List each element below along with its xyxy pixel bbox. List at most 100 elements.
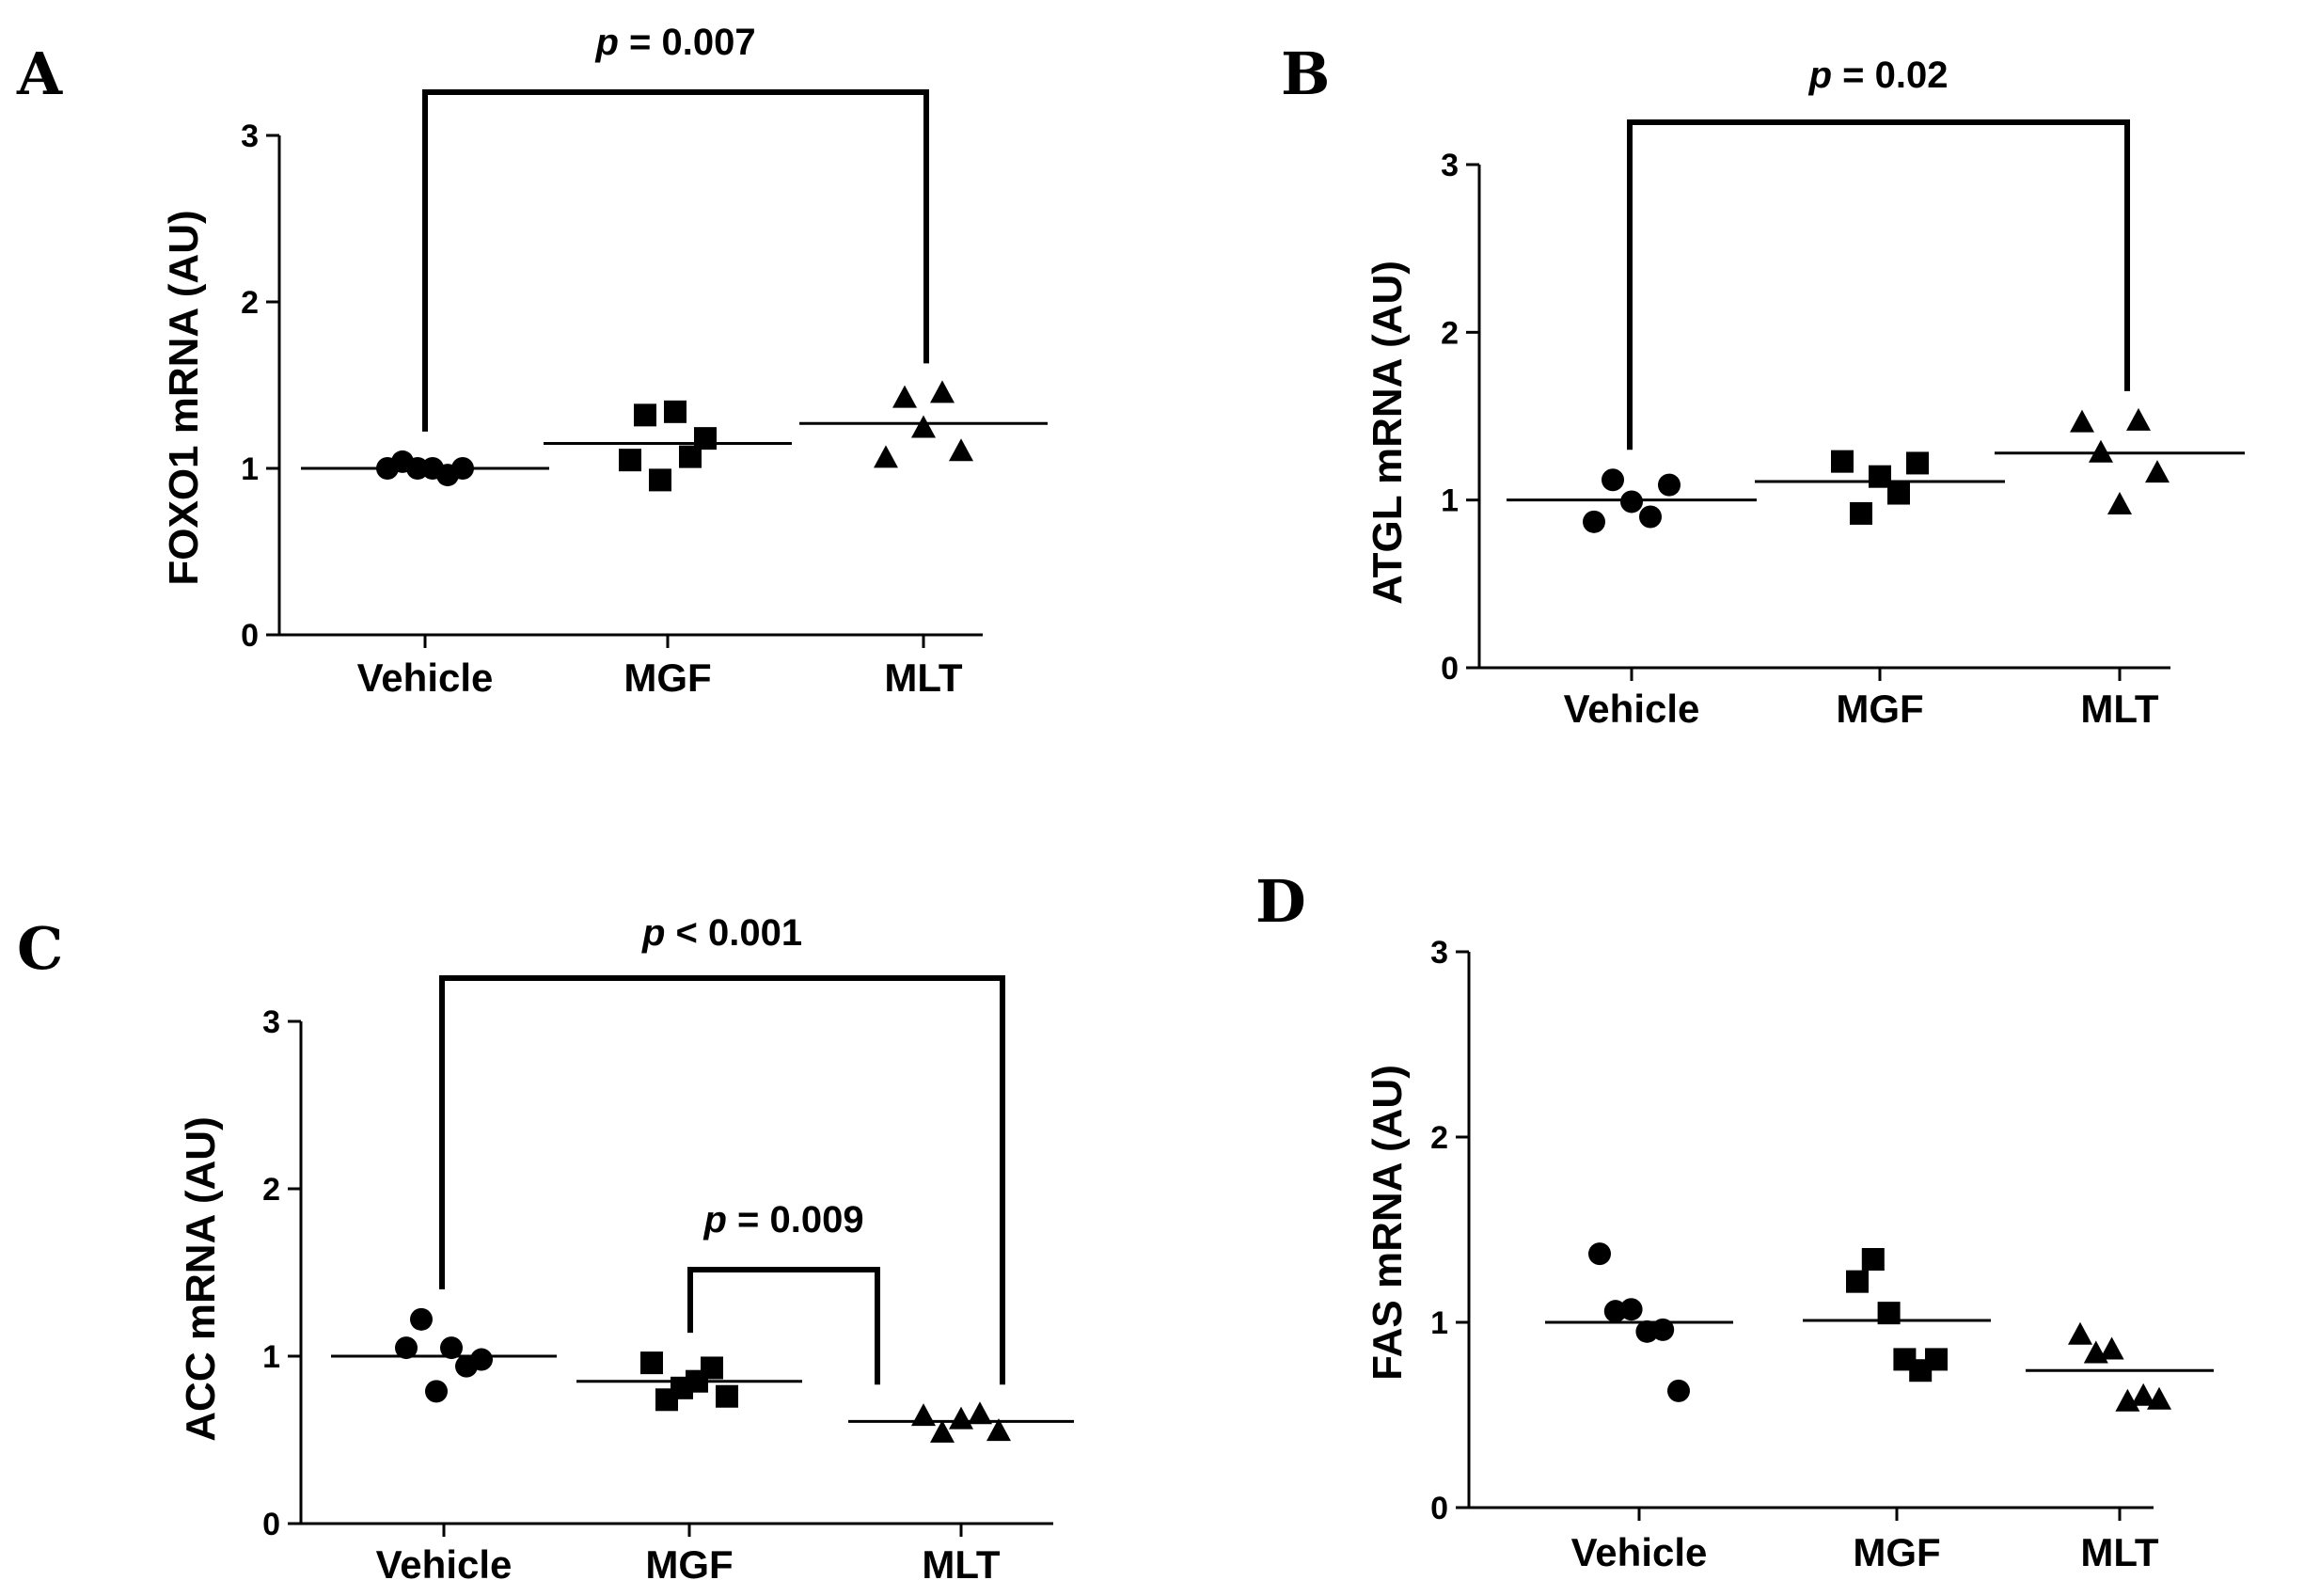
p-symbol: p (1808, 55, 1832, 96)
significance-bracket (422, 89, 929, 432)
data-point-triangle (2147, 1386, 2171, 1410)
x-tick-label: Vehicle (1564, 687, 1700, 731)
x-tick-label: Vehicle (1571, 1530, 1708, 1574)
x-tick-label: MGF (623, 656, 711, 700)
plot-area-d: 0 1 2 3 Vehicle MGF MLT (1430, 935, 2214, 1574)
data-point-triangle (2099, 1336, 2124, 1360)
data-point-square (716, 1384, 738, 1408)
p-value-text: = 0.007 (619, 22, 756, 63)
y-tick-label: 0 (241, 618, 259, 654)
data-point-triangle (2068, 1321, 2092, 1345)
p-value-label: p = 0.02 (1808, 55, 1949, 96)
p-symbol: p (702, 1199, 726, 1240)
panel-label-b: B (1281, 40, 1330, 108)
data-point-square (664, 400, 686, 423)
x-tick-label: MLT (922, 1542, 1001, 1587)
panel-c: C ACC mRNA (AU) 0 1 2 3 Vehicle MGF MLT p < 0.0… (17, 912, 1074, 1587)
data-point-square (619, 449, 641, 472)
panel-d: D FAS mRNA (AU) 0 1 2 3 Vehicle MGF MLT (1255, 867, 2214, 1574)
data-point-triangle (968, 1401, 992, 1425)
data-point-square (1850, 501, 1872, 525)
data-point-square (640, 1351, 663, 1375)
p-value-label: p < 0.001 (641, 912, 802, 954)
y-tick-label: 3 (262, 1004, 280, 1040)
panel-label-a: A (16, 40, 63, 108)
y-tick-label: 0 (1430, 1491, 1448, 1526)
y-tick-label: 1 (1441, 483, 1459, 519)
significance-bracket (439, 975, 1005, 1385)
data-point-square (1887, 482, 1910, 505)
significance-bracket (687, 1267, 880, 1385)
data-point-triangle (874, 445, 898, 468)
p-symbol: p (594, 22, 618, 63)
data-point-triangle (2145, 460, 2170, 483)
y-tick-label: 1 (241, 451, 259, 487)
data-point-circle (1583, 510, 1605, 533)
data-point-triangle (2126, 407, 2151, 431)
data-point-triangle (930, 380, 955, 403)
data-point-circle (1602, 468, 1624, 492)
data-point-triangle (2089, 439, 2113, 463)
data-point-circle (1619, 1298, 1643, 1321)
data-point-circle (1639, 505, 1662, 529)
data-point-square (1925, 1348, 1948, 1371)
x-tick-label: Vehicle (357, 656, 494, 700)
y-tick-label: 3 (241, 119, 259, 154)
x-tick-label: MLT (2080, 687, 2159, 731)
y-tick-label: 3 (1430, 935, 1448, 971)
data-point-square (701, 1356, 723, 1380)
y-axis-label-a: FOXO1 mRNA (AU) (161, 210, 207, 585)
data-point-circle (1667, 1379, 1690, 1402)
panel-b: B ATGL mRNA (AU) 0 1 2 3 Vehicle MGF MLT p = 0.… (1281, 40, 2245, 731)
x-tick-label: MGF (1853, 1530, 1940, 1574)
p-value-label: p = 0.007 (594, 22, 755, 63)
data-point-triangle (2107, 492, 2132, 515)
data-point-square (1906, 451, 1929, 475)
data-point-triangle (2070, 409, 2094, 433)
y-axis-label-c: ACC mRNA (AU) (178, 1116, 224, 1441)
p-value-text: = 0.009 (727, 1199, 864, 1240)
x-tick-label: MGF (1836, 687, 1923, 731)
y-tick-label: 1 (262, 1339, 280, 1375)
y-tick-label: 1 (1430, 1305, 1448, 1341)
data-point-triangle (930, 1419, 955, 1443)
data-point-triangle (949, 438, 973, 462)
data-point-triangle (949, 1406, 973, 1430)
data-point-circle (1658, 473, 1681, 497)
data-point-triangle (892, 385, 917, 408)
p-value-label: p = 0.009 (702, 1199, 863, 1240)
panel-a: A FOXO1 mRNA (AU) 0 1 2 3 Vehicle MGF MLT p = 0… (16, 22, 1048, 700)
significance-bracket (1627, 119, 2130, 450)
data-point-square (694, 427, 717, 450)
data-point-square (649, 468, 671, 492)
x-tick-label: MLT (884, 656, 963, 700)
p-value-text: < 0.001 (665, 912, 802, 954)
y-axis-label-b: ATGL mRNA (AU) (1365, 261, 1411, 605)
data-point-circle (410, 1307, 433, 1331)
data-point-square (1861, 1248, 1885, 1272)
panel-label-d: D (1255, 867, 1306, 936)
y-tick-label: 2 (262, 1172, 280, 1208)
data-point-circle (1651, 1318, 1675, 1341)
data-point-circle (1620, 490, 1643, 514)
data-point-square (634, 403, 656, 427)
y-tick-label: 0 (1441, 651, 1459, 687)
data-point-circle (395, 1336, 418, 1360)
plot-area-b: 0 1 2 3 Vehicle MGF MLT p = 0.02 (1441, 55, 2245, 731)
data-point-square (1846, 1270, 1869, 1293)
data-point-circle (425, 1380, 448, 1403)
data-point-triangle (986, 1418, 1011, 1442)
data-point-triangle (911, 415, 936, 438)
plot-area-a: 0 1 2 3 Vehicle MGF MLT p = 0.007 (241, 22, 1048, 700)
data-point-circle (470, 1348, 493, 1371)
p-value-text: = 0.02 (1832, 55, 1948, 96)
data-point-triangle (2131, 1383, 2156, 1406)
data-point-circle (440, 1336, 463, 1360)
y-tick-label: 2 (1441, 315, 1459, 351)
panel-label-c: C (17, 914, 63, 983)
y-tick-label: 3 (1441, 148, 1459, 183)
p-symbol: p (641, 912, 665, 954)
data-point-circle (1588, 1242, 1611, 1266)
